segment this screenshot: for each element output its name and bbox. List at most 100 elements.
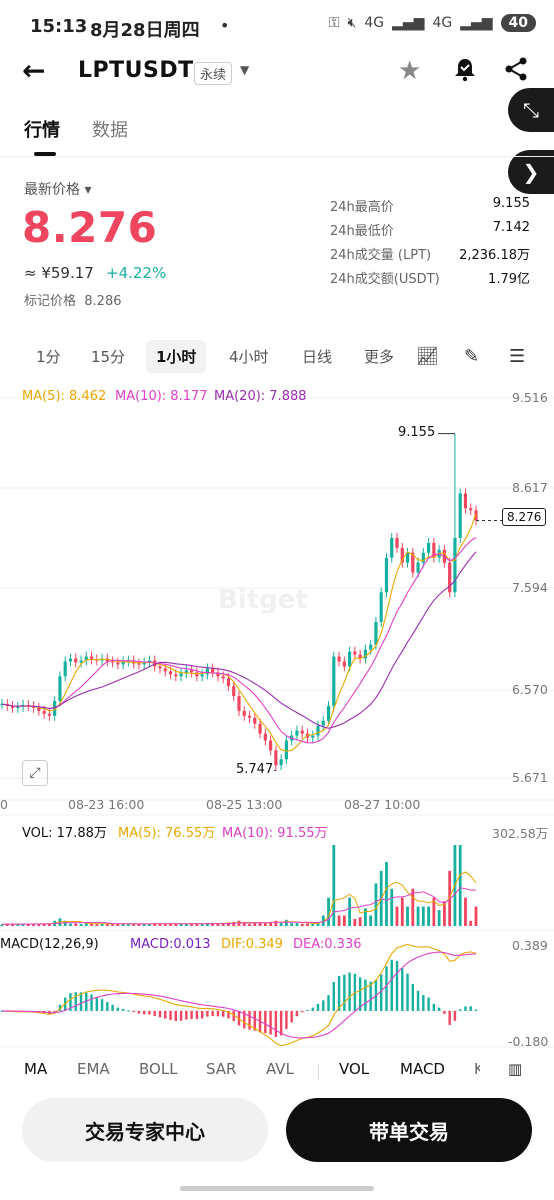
interval-day[interactable]: 日线 — [302, 348, 333, 366]
tab-market[interactable]: 行情 — [24, 120, 60, 141]
indicator-ema[interactable]: EMA — [77, 1060, 110, 1078]
expert-center-button[interactable]: 交易专家中心 — [22, 1098, 268, 1162]
ma10-label: MA(10): 8.177 — [115, 389, 208, 404]
macd-histogram-bar — [143, 1010, 146, 1015]
macd-histogram-bar — [164, 1010, 167, 1019]
kline-chart[interactable] — [0, 384, 554, 1050]
volume-bar — [437, 910, 441, 926]
volume-bar — [263, 922, 267, 926]
volume-bar — [269, 921, 272, 926]
candle-body — [432, 542, 436, 558]
y-axis-label: 5.671 — [512, 770, 548, 785]
macd-dea-line — [2, 951, 477, 1039]
interval-15m[interactable]: 15分 — [91, 348, 126, 366]
fullscreen-icon[interactable]: ⤢ — [22, 760, 48, 786]
indicator-bar: MA EMA BOLL SAR AVL VOL MACD K ▥ — [0, 1056, 554, 1086]
volume-bar — [90, 923, 93, 926]
latest-price-label[interactable]: 最新价格 ▾ — [24, 182, 92, 198]
macd-histogram-bar — [74, 992, 77, 1011]
macd-histogram-bar — [327, 995, 330, 1011]
signal-bars-icon-2: ▂▄▆ — [460, 15, 493, 31]
macd-histogram-bar — [111, 1004, 114, 1011]
divider — [0, 156, 554, 157]
ma10-line — [1, 537, 477, 744]
candle-body — [89, 656, 94, 660]
volume-bar — [26, 924, 30, 926]
status-dot: • — [220, 16, 230, 35]
chart-settings-icon[interactable]: ☰ — [509, 346, 526, 367]
indicator-settings-icon[interactable]: ▥ — [508, 1060, 523, 1078]
indicator-k[interactable]: K — [474, 1060, 480, 1078]
volume-bar — [421, 906, 425, 926]
volume-bar — [342, 915, 346, 926]
interval-1m[interactable]: 1分 — [36, 348, 61, 366]
macd-histogram-bar — [200, 1010, 204, 1019]
candle-body — [63, 661, 67, 677]
candle-body — [321, 720, 325, 726]
volume-bar — [79, 923, 83, 926]
indicator-boll[interactable]: BOLL — [139, 1060, 178, 1078]
volume-bar — [137, 924, 141, 926]
interval-4h[interactable]: 4小时 — [229, 348, 269, 366]
candle-body — [458, 493, 462, 538]
ma5-label: MA(5): 8.462 — [22, 389, 107, 404]
macd-histogram-bar — [153, 1010, 156, 1016]
tab-data[interactable]: 数据 — [92, 120, 128, 141]
bell-alert-icon[interactable] — [452, 56, 478, 82]
chevron-icon: ❯ — [522, 160, 540, 184]
indicator-sar[interactable]: SAR — [206, 1060, 237, 1078]
volume-ma5-line — [1, 871, 477, 925]
macd-histogram-bar — [311, 1007, 314, 1011]
volume-bar — [406, 906, 409, 926]
indicator-macd[interactable]: MACD — [400, 1060, 445, 1078]
candle-body — [10, 705, 15, 708]
interval-1h[interactable]: 1小时 — [146, 340, 207, 373]
main-tabs: 行情 数据 — [24, 116, 128, 142]
volume-bar — [295, 923, 299, 926]
floating-swap-button[interactable]: ❯ — [508, 150, 554, 194]
macd-histogram-bar — [279, 1010, 283, 1036]
stat-label: 24h成交量 (LPT) — [330, 248, 432, 263]
indicator-ma[interactable]: MA — [24, 1060, 48, 1078]
macd-histogram-bar — [369, 981, 372, 1011]
indicator-avl[interactable]: AVL — [266, 1060, 294, 1078]
symbol-dropdown-icon[interactable]: ▼ — [240, 63, 250, 77]
volume-bar — [464, 897, 467, 926]
candle-body — [342, 661, 346, 667]
macd-histogram-bar — [343, 974, 346, 1011]
candle-body — [205, 668, 209, 675]
volume-bar — [206, 922, 209, 926]
volume-bar — [0, 924, 4, 926]
candle-body — [242, 710, 246, 716]
macd-histogram-bar — [243, 1010, 246, 1029]
candle-body — [105, 658, 109, 662]
share-icon[interactable] — [503, 56, 529, 82]
symbol-title[interactable]: LPTUSDT — [78, 58, 194, 83]
volume-bar — [353, 919, 357, 926]
candle-body — [42, 710, 46, 714]
candle-body — [68, 658, 73, 662]
chart-type-icon[interactable]: 📈︎ — [416, 346, 439, 367]
macd-histogram-bar — [464, 1006, 467, 1011]
macd-histogram-bar — [232, 1010, 235, 1022]
candle-body — [74, 658, 78, 663]
macd-histogram-bar — [301, 1010, 304, 1013]
copy-trade-button[interactable]: 带单交易 — [286, 1098, 532, 1162]
x-axis-label: 08-27 10:00 — [344, 797, 421, 812]
interval-more[interactable]: 更多 — [364, 348, 395, 366]
macd-histogram-bar — [237, 1010, 241, 1026]
candle-body — [200, 674, 204, 677]
star-icon[interactable]: ★ — [398, 56, 422, 86]
macd-histogram-bar — [264, 1010, 267, 1034]
indicator-vol[interactable]: VOL — [339, 1060, 370, 1078]
candle-body — [379, 592, 383, 622]
tab-active-indicator — [34, 152, 56, 156]
candle-body — [332, 656, 336, 706]
macd-histogram-bar — [316, 1003, 320, 1011]
draw-tool-icon[interactable]: ✎ — [464, 346, 480, 367]
volume-bar — [105, 923, 109, 926]
back-arrow-icon[interactable]: ← — [22, 54, 46, 87]
macd-histogram-bar — [332, 982, 335, 1011]
macd-histogram-bar — [85, 992, 88, 1011]
floating-expand-button[interactable]: ⤡ — [508, 88, 554, 132]
